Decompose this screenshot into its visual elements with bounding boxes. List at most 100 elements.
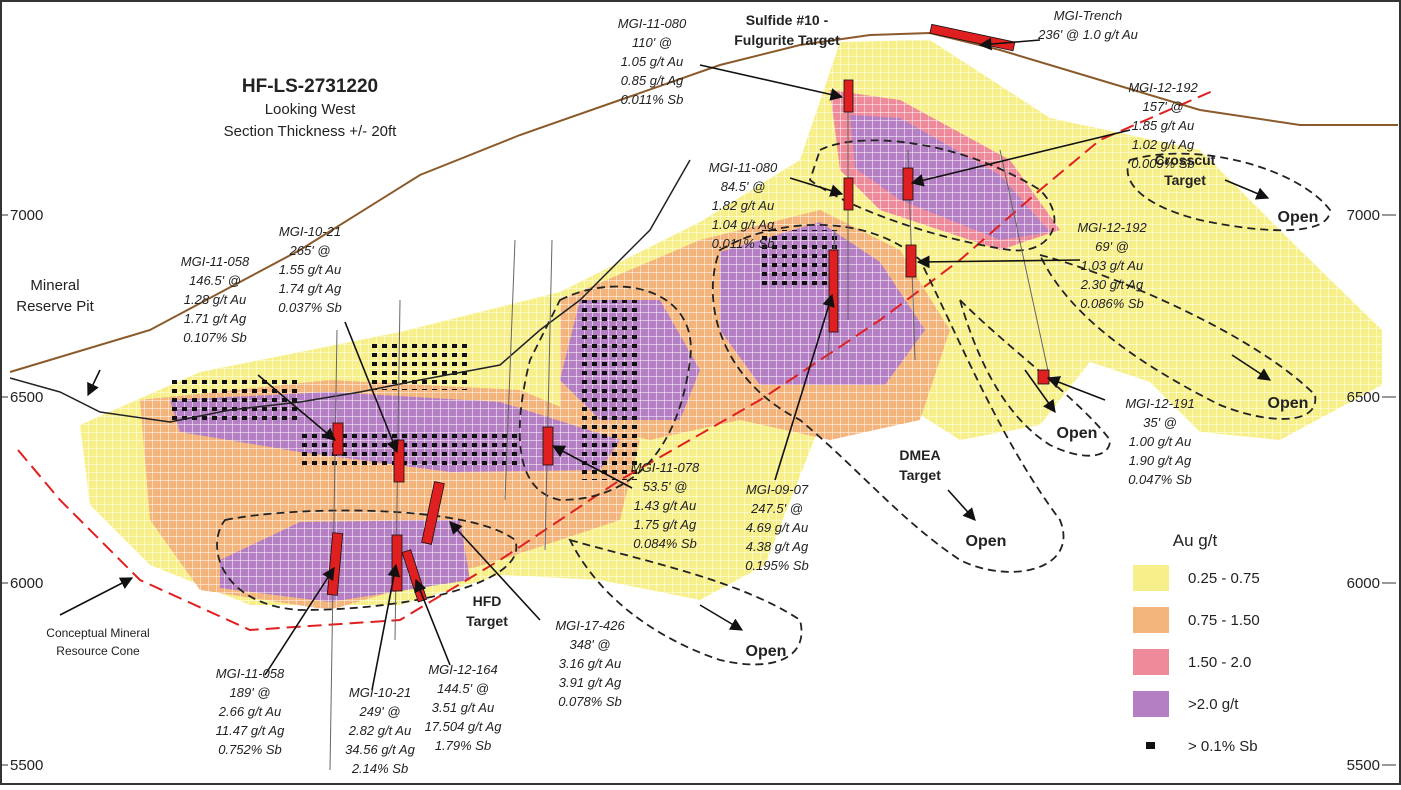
intercept-name: MGI-12-192 xyxy=(1128,80,1198,95)
intercept-value: 189' @ xyxy=(230,685,271,700)
feature-label: Mineral xyxy=(30,277,79,294)
intercept-value: 53.5' @ xyxy=(643,479,688,494)
intercept-value: 0.85 g/t Ag xyxy=(621,73,684,88)
legend-swatch xyxy=(1133,649,1169,675)
leader-arrows xyxy=(59,37,1272,691)
intercept-name: MGI-11-058 xyxy=(181,254,250,269)
elevation-label: 6000 xyxy=(1347,575,1380,592)
intercept-value: 0.011% Sb xyxy=(621,92,684,107)
intercept-value: 1.43 g/t Au xyxy=(634,498,696,513)
intercept-value: 1.71 g/t Ag xyxy=(184,311,247,326)
legend-swatch xyxy=(1133,607,1169,633)
open-label: Open xyxy=(1268,395,1309,412)
intercept-name: MGI-10-21 xyxy=(349,685,411,700)
intercept-value: 0.084% Sb xyxy=(633,536,697,551)
intercept-value: 4.69 g/t Au xyxy=(746,520,808,535)
legend-label: >2.0 g/t xyxy=(1188,696,1239,713)
intercept-name: MGI-17-426 xyxy=(555,618,625,633)
feature-label: Target xyxy=(1164,172,1206,188)
intercept-value: 1.79% Sb xyxy=(435,738,491,753)
intercept-value: 0.752% Sb xyxy=(218,742,282,757)
intercept-value: 0.086% Sb xyxy=(1080,296,1144,311)
legend-label: 1.50 - 2.0 xyxy=(1188,654,1251,671)
intercept-name: MGI-12-164 xyxy=(428,662,497,677)
intercept-value: 0.011% Sb xyxy=(712,236,775,251)
intercept-value: 1.02 g/t Ag xyxy=(1132,137,1195,152)
intercept-value: 4.38 g/t Ag xyxy=(746,539,809,554)
intercept-name: MGI-11-080 xyxy=(709,160,778,175)
intercept-value: 146.5' @ xyxy=(189,273,241,288)
intercept-value: 157' @ xyxy=(1143,99,1184,114)
intercept-value: 144.5' @ xyxy=(437,681,489,696)
intercept-value: 1.75 g/t Ag xyxy=(634,517,697,532)
intercept-value: 2.66 g/t Au xyxy=(218,704,281,719)
legend-swatch xyxy=(1133,565,1169,591)
feature-label: Reserve Pit xyxy=(16,298,94,315)
feature-label: DMEA xyxy=(899,447,940,463)
intercept-name: MGI-11-058 xyxy=(216,666,285,681)
legend-swatch xyxy=(1146,742,1155,749)
legend-label: 0.75 - 1.50 xyxy=(1188,612,1260,629)
intercept-value: 1.74 g/t Ag xyxy=(279,281,342,296)
elevation-label: 6500 xyxy=(10,389,43,406)
intercept-value: 0.107% Sb xyxy=(183,330,247,345)
intercept-value: 34.56 g/t Ag xyxy=(345,742,415,757)
intercept-value: 69' @ xyxy=(1095,239,1129,254)
feature-label: Fulgurite Target xyxy=(734,32,840,48)
intercept-name: MGI-Trench xyxy=(1054,8,1122,23)
intercept-value: 1.55 g/t Au xyxy=(279,262,341,277)
intercept-value: 1.04 g/t Ag xyxy=(712,217,775,232)
feature-label: Target xyxy=(899,467,941,483)
pit-outline xyxy=(9,159,691,423)
labels: HF-LS-2731220 Looking West Section Thickne… xyxy=(2,8,1396,776)
feature-label: Sulfide #10 - xyxy=(746,12,829,28)
elevation-label: 6500 xyxy=(1347,389,1380,406)
legend-label: > 0.1% Sb xyxy=(1188,738,1258,755)
open-label: Open xyxy=(746,643,787,660)
intercept-value: 236' @ 1.0 g/t Au xyxy=(1037,27,1138,42)
feature-label: Crosscut xyxy=(1155,152,1216,168)
intercept-value: 3.16 g/t Au xyxy=(559,656,621,671)
target-outlines xyxy=(216,139,1331,666)
intercept-value: 247.5' @ xyxy=(750,501,803,516)
intercept-name: MGI-09-07 xyxy=(746,482,809,497)
intercept-value: 0.195% Sb xyxy=(745,558,809,573)
resource-cone xyxy=(17,89,1216,632)
intercept-value: 0.078% Sb xyxy=(558,694,622,709)
intercept-name: MGI-10-21 xyxy=(279,224,341,239)
intercept-value: 35' @ xyxy=(1143,415,1177,430)
intercept-value: 17.504 g/t Ag xyxy=(425,719,503,734)
legend-label: 0.25 - 0.75 xyxy=(1188,570,1260,587)
grade-blocks xyxy=(80,40,1382,610)
intercept-value: 1.82 g/t Au xyxy=(712,198,774,213)
legend-title: Au g/t xyxy=(1173,531,1218,550)
map-subtitle: Section Thickness +/- 20ft xyxy=(224,123,398,140)
intercept-name: MGI-11-080 xyxy=(618,16,687,31)
elevation-label: 5500 xyxy=(1347,757,1380,774)
intercept-value: 1.05 g/t Au xyxy=(621,54,683,69)
feature-label: Conceptual Mineral xyxy=(46,626,149,640)
intercept-name: MGI-12-191 xyxy=(1125,396,1194,411)
intercept-value: 1.28 g/t Au xyxy=(184,292,246,307)
intercept-value: 2.82 g/t Au xyxy=(348,723,411,738)
intercept-value: 265' @ xyxy=(289,243,331,258)
elevation-label: 7000 xyxy=(10,207,43,224)
open-label: Open xyxy=(966,533,1007,550)
elevation-label: 6000 xyxy=(10,575,43,592)
intercept-value: 110' @ xyxy=(632,35,672,50)
intercept-value: 3.51 g/t Au xyxy=(432,700,494,715)
topography xyxy=(9,31,1398,373)
feature-label: HFD xyxy=(473,593,502,609)
intercept-value: 84.5' @ xyxy=(721,179,766,194)
intercept-value: 0.047% Sb xyxy=(1128,472,1192,487)
map-title: HF-LS-2731220 xyxy=(242,76,378,97)
feature-label: Resource Cone xyxy=(56,644,140,658)
intercept-value: 348' @ xyxy=(570,637,611,652)
intercept-value: 0.009% Sb xyxy=(1131,156,1195,171)
open-label: Open xyxy=(1057,425,1098,442)
elevation-label: 7000 xyxy=(1347,207,1380,224)
feature-label: Target xyxy=(466,613,508,629)
intercept-value: 2.14% Sb xyxy=(351,761,408,776)
